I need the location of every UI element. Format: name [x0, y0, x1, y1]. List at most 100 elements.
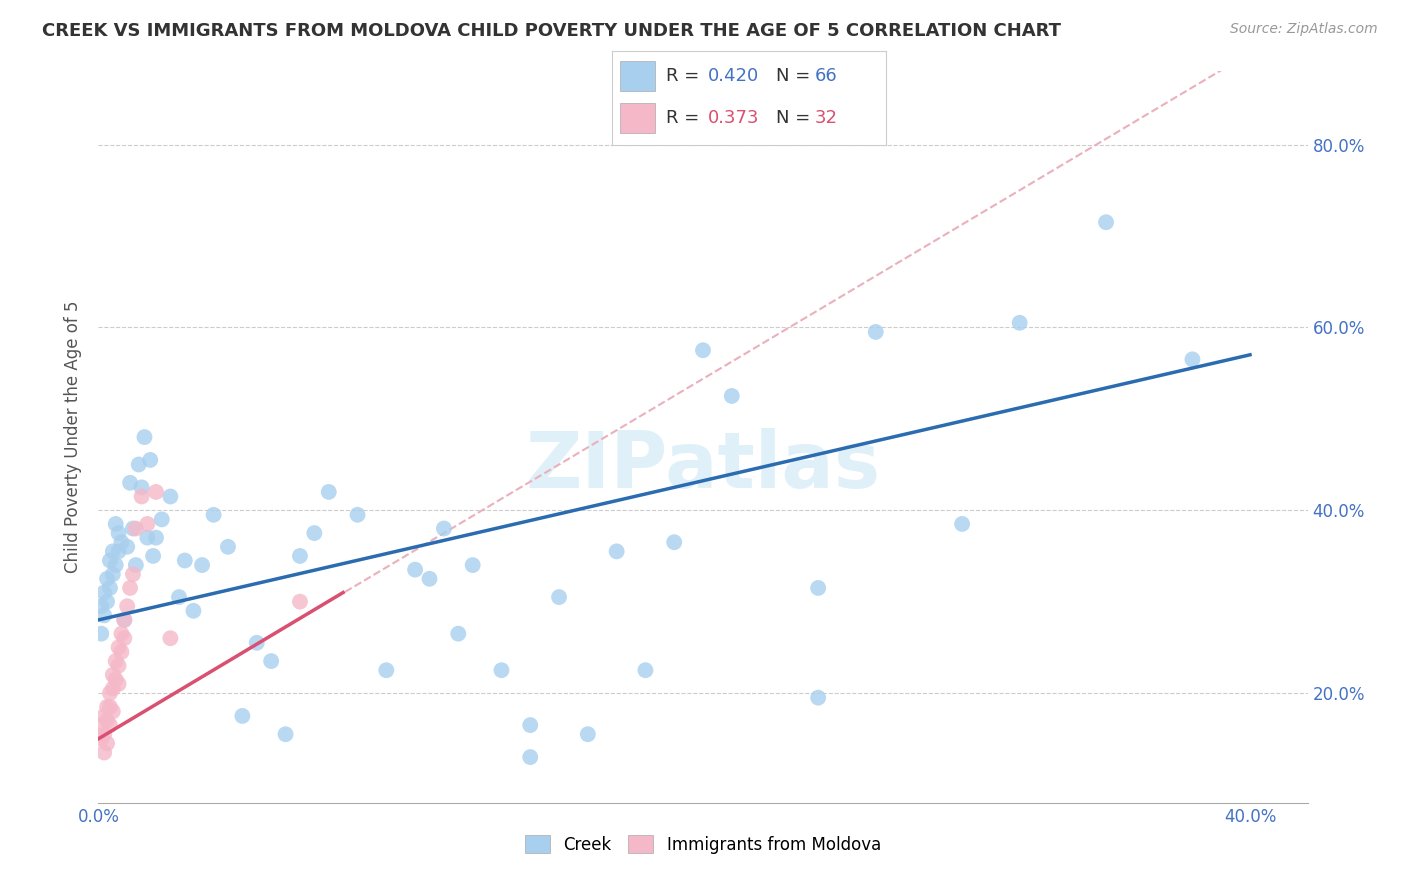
- Point: [142, 549, 165, 563]
- Point: [346, 508, 368, 522]
- Point: [90, 718, 112, 732]
- Point: [159, 490, 181, 504]
- Point: [107, 677, 129, 691]
- Point: [125, 558, 148, 573]
- Point: [173, 553, 195, 567]
- Point: [191, 558, 214, 573]
- Point: [491, 663, 513, 677]
- Point: [720, 389, 742, 403]
- Point: [98, 553, 121, 567]
- Point: [418, 572, 440, 586]
- Text: 0.373: 0.373: [707, 110, 759, 128]
- Point: [217, 540, 239, 554]
- Point: [93, 746, 115, 760]
- Point: [231, 709, 253, 723]
- Text: N =: N =: [776, 67, 815, 85]
- Point: [447, 626, 470, 640]
- Point: [128, 458, 150, 472]
- Text: R =: R =: [666, 110, 706, 128]
- Text: R =: R =: [666, 67, 706, 85]
- Point: [112, 613, 135, 627]
- Point: [404, 563, 426, 577]
- Point: [136, 516, 159, 531]
- Point: [90, 599, 112, 614]
- Point: [98, 686, 121, 700]
- Text: Source: ZipAtlas.com: Source: ZipAtlas.com: [1230, 22, 1378, 37]
- Point: [122, 521, 145, 535]
- Bar: [620, 103, 655, 133]
- Point: [145, 531, 167, 545]
- Point: [1095, 215, 1118, 229]
- Point: [145, 485, 167, 500]
- Point: [107, 640, 129, 655]
- Point: [120, 475, 142, 490]
- Point: [131, 480, 153, 494]
- Point: [101, 567, 124, 582]
- Point: [101, 681, 124, 696]
- Text: 66: 66: [814, 67, 837, 85]
- Point: [120, 581, 142, 595]
- Point: [98, 718, 121, 732]
- Point: [150, 512, 173, 526]
- Point: [101, 667, 124, 681]
- Point: [104, 654, 127, 668]
- Text: ZIPatlas: ZIPatlas: [526, 428, 880, 504]
- Point: [110, 645, 132, 659]
- Point: [246, 636, 269, 650]
- Point: [1181, 352, 1204, 367]
- Point: [159, 632, 181, 646]
- Point: [104, 673, 127, 687]
- Point: [576, 727, 599, 741]
- Point: [101, 544, 124, 558]
- Point: [375, 663, 398, 677]
- Point: [96, 714, 118, 728]
- Y-axis label: Child Poverty Under the Age of 5: Child Poverty Under the Age of 5: [65, 301, 83, 574]
- Point: [183, 604, 205, 618]
- Point: [101, 705, 124, 719]
- Point: [96, 736, 118, 750]
- Point: [950, 516, 973, 531]
- Point: [96, 594, 118, 608]
- Legend: Creek, Immigrants from Moldova: Creek, Immigrants from Moldova: [519, 829, 887, 860]
- Point: [260, 654, 283, 668]
- Point: [548, 590, 571, 604]
- Point: [107, 526, 129, 541]
- Point: [519, 718, 541, 732]
- Point: [110, 535, 132, 549]
- Point: [93, 608, 115, 623]
- Point: [167, 590, 190, 604]
- Point: [93, 585, 115, 599]
- Point: [98, 581, 121, 595]
- Point: [136, 531, 159, 545]
- Point: [807, 581, 830, 595]
- Point: [107, 658, 129, 673]
- Point: [90, 626, 112, 640]
- Point: [107, 544, 129, 558]
- Point: [96, 572, 118, 586]
- Point: [807, 690, 830, 705]
- Point: [519, 750, 541, 764]
- Point: [433, 521, 456, 535]
- Point: [115, 540, 138, 554]
- Text: 32: 32: [814, 110, 838, 128]
- Point: [115, 599, 138, 614]
- Text: N =: N =: [776, 110, 815, 128]
- Point: [112, 613, 135, 627]
- Point: [125, 521, 148, 535]
- Point: [104, 558, 127, 573]
- Point: [122, 567, 145, 582]
- Point: [664, 535, 686, 549]
- Point: [304, 526, 326, 541]
- Point: [90, 731, 112, 746]
- Point: [202, 508, 225, 522]
- Point: [112, 632, 135, 646]
- Text: 0.420: 0.420: [707, 67, 759, 85]
- Point: [96, 699, 118, 714]
- Point: [134, 430, 156, 444]
- Point: [104, 516, 127, 531]
- Point: [634, 663, 657, 677]
- Point: [274, 727, 297, 741]
- Point: [139, 453, 162, 467]
- Point: [131, 490, 153, 504]
- Point: [461, 558, 484, 573]
